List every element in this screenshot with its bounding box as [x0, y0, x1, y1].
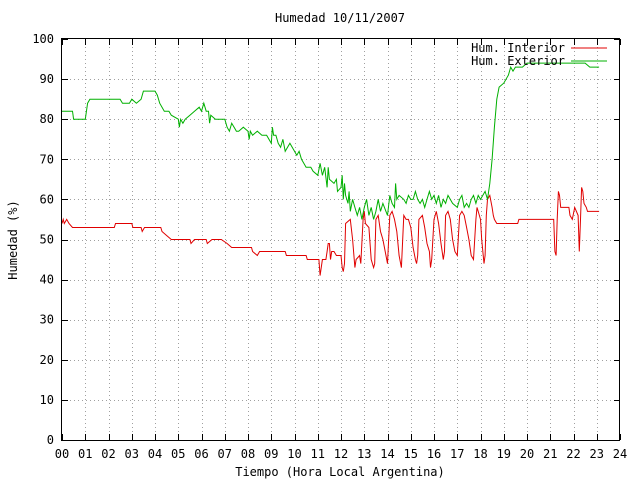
- x-tick-label: 20: [520, 447, 534, 461]
- legend-label-exterior: Hum. Exterior: [471, 54, 565, 68]
- y-tick-label: 0: [47, 433, 54, 447]
- y-axis-label: Humedad (%): [6, 200, 20, 279]
- x-tick-label: 14: [380, 447, 394, 461]
- x-tick-label: 06: [194, 447, 208, 461]
- x-tick-label: 18: [473, 447, 487, 461]
- plot-frame: [61, 38, 620, 441]
- axis-ticks: [62, 39, 621, 441]
- chart-title: Humedad 10/11/2007: [275, 11, 405, 25]
- x-tick-label: 05: [171, 447, 185, 461]
- x-tick-label: 22: [566, 447, 580, 461]
- x-tick-label: 04: [148, 447, 162, 461]
- x-tick-label: 12: [334, 447, 348, 461]
- x-tick-label: 21: [543, 447, 557, 461]
- x-tick-label: 01: [78, 447, 92, 461]
- y-tick-label: 40: [40, 273, 54, 287]
- grid: [62, 39, 620, 440]
- series-line-exterior: [62, 62, 600, 220]
- x-tick-label: 00: [55, 447, 69, 461]
- y-tick-label: 20: [40, 353, 54, 367]
- x-tick-label: 19: [497, 447, 511, 461]
- x-tick-label: 07: [218, 447, 232, 461]
- x-tick-label: 09: [264, 447, 278, 461]
- legend-label-interior: Hum. Interior: [471, 41, 565, 55]
- series-line-interior: [61, 187, 600, 276]
- x-tick-label: 23: [590, 447, 604, 461]
- y-tick-label: 90: [40, 72, 54, 86]
- x-tick-label: 11: [311, 447, 325, 461]
- x-tick-label: 10: [287, 447, 301, 461]
- legend: Hum. Interior Hum. Exterior: [471, 41, 607, 68]
- y-tick-label: 50: [40, 233, 54, 247]
- x-tick-label: 24: [613, 447, 627, 461]
- y-tick-label: 70: [40, 152, 54, 166]
- y-tick-labels: 0 10 20 30 40 50 60 70 80 90 100: [32, 32, 54, 447]
- x-tick-label: 13: [357, 447, 371, 461]
- x-axis-label: Tiempo (Hora Local Argentina): [235, 465, 445, 479]
- x-tick-label: 08: [241, 447, 255, 461]
- series-lines: [61, 62, 600, 276]
- y-tick-label: 30: [40, 313, 54, 327]
- y-tick-label: 10: [40, 393, 54, 407]
- y-tick-label: 100: [32, 32, 54, 46]
- y-tick-label: 60: [40, 192, 54, 206]
- x-tick-labels: 00 01 02 03 04 05 06 07 08 09 10 11 12 13 14 15 16 17 18 19…: [55, 447, 627, 461]
- x-tick-label: 03: [125, 447, 139, 461]
- x-tick-label: 17: [450, 447, 464, 461]
- x-tick-label: 15: [404, 447, 418, 461]
- x-tick-label: 16: [427, 447, 441, 461]
- y-tick-label: 80: [40, 112, 54, 126]
- x-tick-label: 02: [101, 447, 115, 461]
